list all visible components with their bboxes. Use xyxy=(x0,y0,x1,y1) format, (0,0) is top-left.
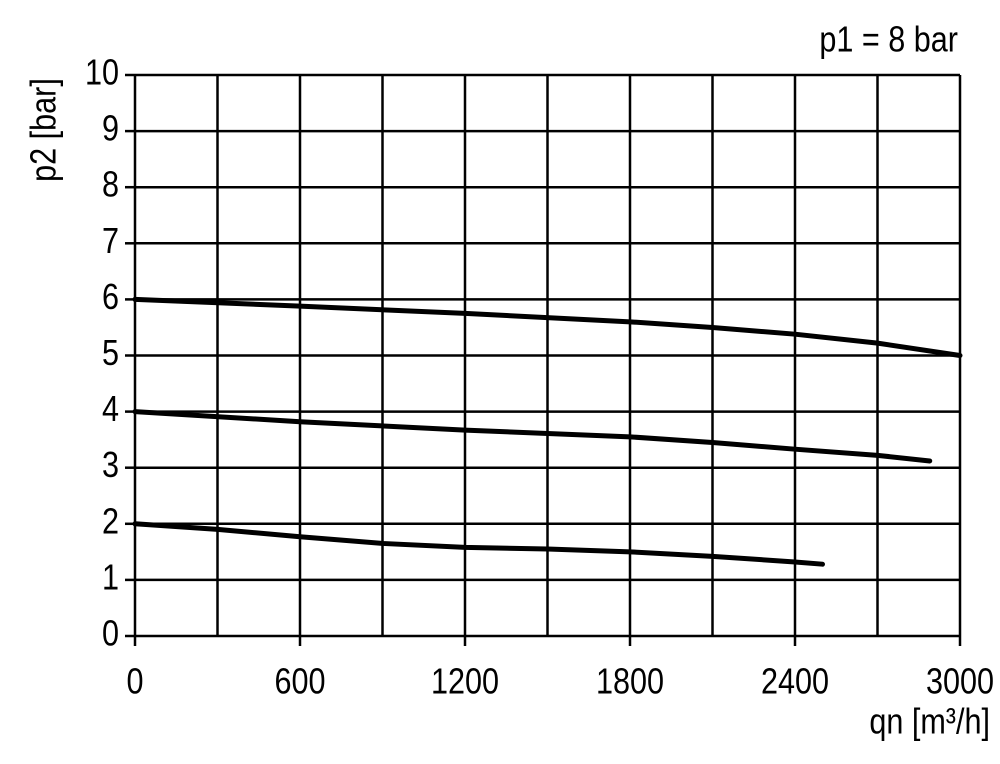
annotation: p1 = 8 bar xyxy=(819,20,958,60)
x-tick-label: 600 xyxy=(274,662,325,702)
x-axis-label: qn [m³/h] xyxy=(869,702,990,742)
line-series xyxy=(132,521,825,567)
y-axis-label: p2 [bar] xyxy=(24,78,64,182)
y-tick-label: 6 xyxy=(102,278,119,318)
y-tick-label: 4 xyxy=(102,390,119,430)
line-series xyxy=(132,409,933,464)
y-tick-label: 9 xyxy=(102,109,119,149)
x-tick-label: 1200 xyxy=(431,662,499,702)
x-tick-label: 2400 xyxy=(761,662,829,702)
y-tick-label: 5 xyxy=(102,334,119,374)
x-tick-label: 1800 xyxy=(596,662,664,702)
y-tick-label: 7 xyxy=(102,222,119,262)
x-tick-label: 0 xyxy=(126,662,143,702)
y-tick-label: 8 xyxy=(102,165,119,205)
y-tick-label: 10 xyxy=(85,53,119,93)
line-series xyxy=(132,296,963,358)
y-tick-label: 3 xyxy=(102,446,119,486)
y-tick-label: 1 xyxy=(102,558,119,598)
y-tick-label: 2 xyxy=(102,502,119,542)
y-tick-label: 0 xyxy=(102,614,119,654)
x-tick-label: 3000 xyxy=(926,662,994,702)
